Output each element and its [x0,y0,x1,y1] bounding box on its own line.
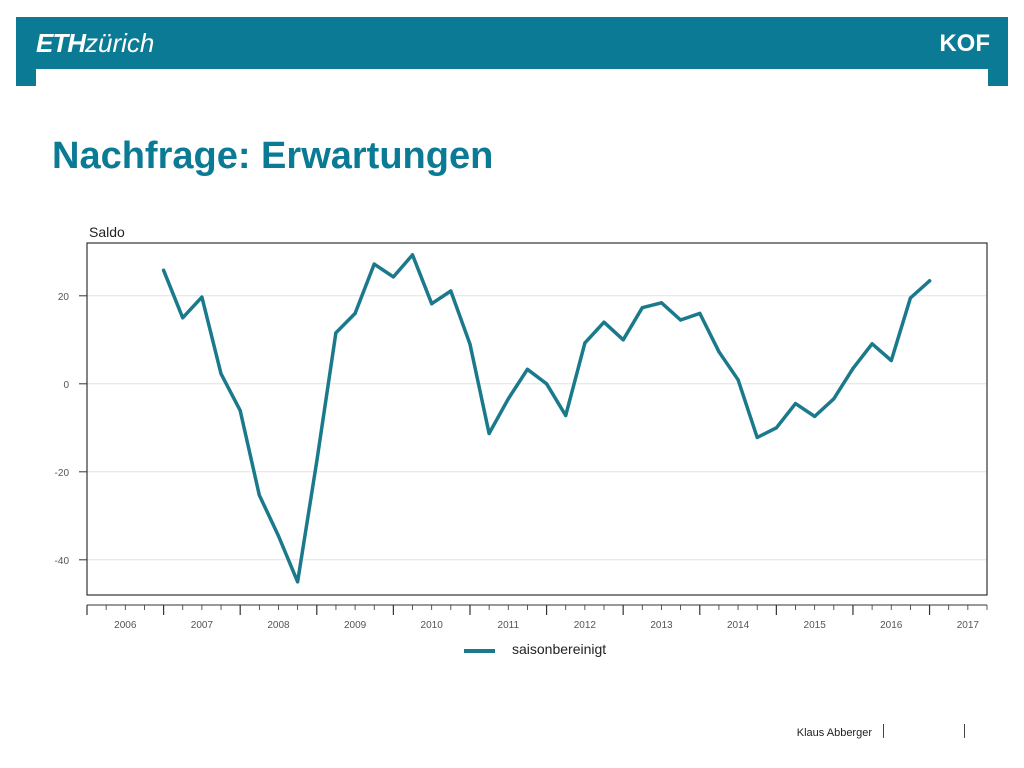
kof-logo: KOF [939,30,990,57]
y-tick-label: 0 [63,380,69,391]
series-layer [161,253,932,584]
data-point [774,426,779,430]
eth-logo-light: zürich [85,28,155,58]
legend-label: saisonbereinigt [512,641,606,657]
data-point [449,289,453,293]
data-point [717,350,721,354]
y-tick-label: 20 [58,292,70,303]
data-point [181,316,185,320]
x-axis: 2006 2007 2008 2009 2010 2011 2012 2013 2014 2015… [86,604,988,631]
footer-author: Klaus Abberger [796,727,872,739]
data-point [545,382,549,386]
x-tick-label: 2006 [114,620,137,631]
data-point [296,580,300,584]
header-tab-right [988,69,1008,86]
x-tick-label: 2017 [957,620,980,631]
x-tick-label: 2014 [727,620,750,631]
footer-divider-right [964,724,965,738]
legend: saisonbereinigt [464,641,606,657]
x-tick-label: 2012 [574,620,597,631]
data-point [793,402,798,406]
data-point [870,342,874,346]
y-axis: -40 -20 0 20 [55,292,87,567]
data-point [430,302,434,306]
data-point [755,435,759,440]
data-point [468,342,472,346]
x-tick-label: 2009 [344,620,367,631]
data-point [238,409,242,413]
data-point [659,301,664,305]
header-tab-left [16,69,36,86]
data-point [276,534,281,538]
data-point [353,311,357,315]
data-point [679,318,683,322]
data-point [257,493,261,497]
data-point [640,306,644,310]
data-point [621,338,625,342]
x-tick-label: 2007 [191,620,214,631]
data-point [564,413,568,418]
eth-zurich-logo: ETHzürich [36,29,154,57]
data-point [698,311,702,315]
x-tick-label: 2015 [804,620,827,631]
data-point [372,262,376,266]
data-point [410,253,415,257]
data-point [928,279,932,283]
header-bar [16,17,1008,69]
y-tick-label: -20 [55,468,70,479]
data-point [162,268,166,272]
data-point [487,431,491,436]
data-point [525,367,530,371]
data-point [602,320,606,324]
y-tick-label: -40 [55,556,70,567]
data-point [334,331,338,335]
x-tick-label: 2011 [498,620,520,631]
x-tick-label: 2010 [421,620,444,631]
data-point [506,397,510,401]
eth-logo-bold: ETH [36,28,86,58]
x-tick-label: 2013 [650,620,673,631]
grid-lines [87,295,987,561]
y-axis-title: Saldo [89,224,125,240]
data-point [315,459,319,463]
data-point [200,295,204,299]
data-point [219,372,223,376]
x-tick-label: 2008 [267,620,290,631]
data-point [908,296,913,300]
plot-frame [86,242,988,596]
series-line [161,253,932,584]
data-point [391,275,395,279]
data-point [583,341,587,345]
data-point [813,414,817,418]
footer-divider-left [883,724,884,738]
data-point [889,358,893,363]
data-point [832,397,836,401]
page-title: Nachfrage: Erwartungen [52,135,494,177]
data-point [736,378,740,382]
x-tick-label: 2016 [880,620,903,631]
data-point [851,366,855,370]
